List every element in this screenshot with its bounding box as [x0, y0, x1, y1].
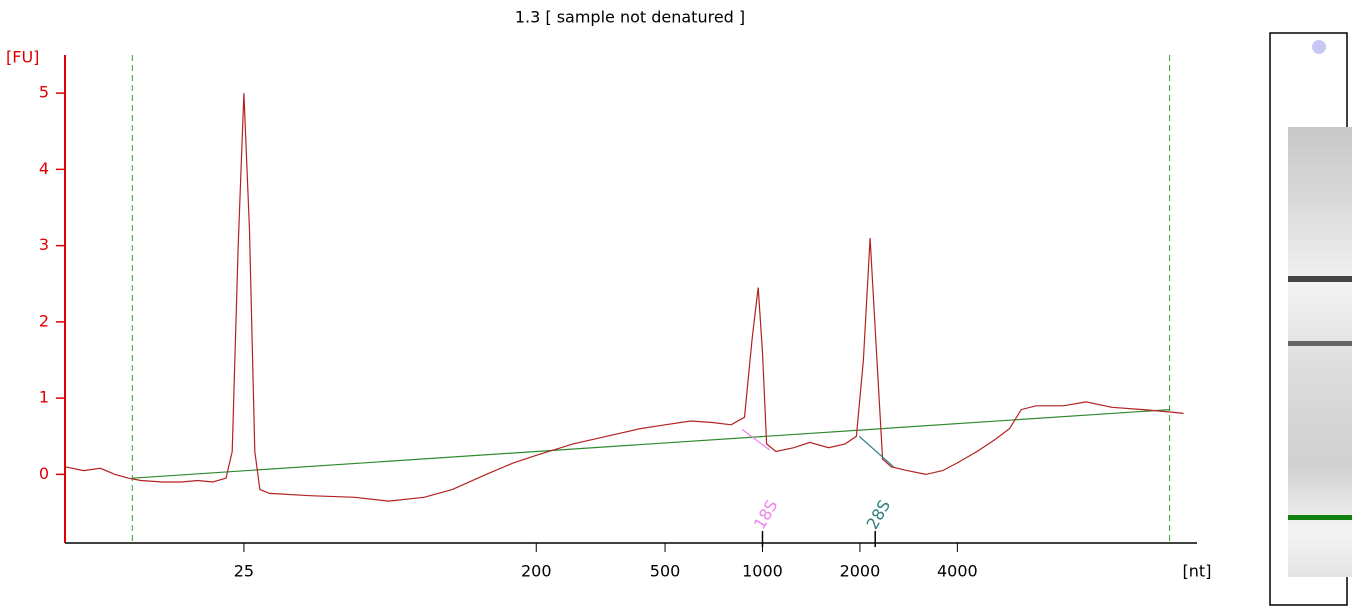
y-tick-label: 3 — [39, 235, 49, 254]
gel-lane — [1269, 32, 1352, 606]
y-tick-label: 2 — [39, 311, 49, 330]
x-tick-label: 1000 — [742, 562, 783, 581]
x-tick-label: 200 — [521, 562, 552, 581]
x-tick-label: 25 — [234, 562, 254, 581]
gel-marker-band — [1288, 515, 1352, 520]
y-tick-label: 5 — [39, 83, 49, 102]
gel-band — [1288, 341, 1352, 346]
x-tick-label: 4000 — [937, 562, 978, 581]
gel-band — [1288, 276, 1352, 282]
peak-segment — [858, 435, 894, 468]
x-tick-label: 2000 — [840, 562, 881, 581]
marker-label: 28S — [863, 497, 895, 533]
y-tick-label: 1 — [39, 388, 49, 407]
trace — [64, 93, 1184, 502]
gel-well — [1312, 40, 1326, 54]
gel-smear — [1288, 127, 1352, 577]
baseline — [132, 409, 1170, 479]
y-tick-label: 0 — [39, 464, 49, 483]
chart-title: 1.3 [ sample not denatured ] — [515, 8, 745, 27]
marker-label: 18S — [750, 497, 782, 533]
peak-segment — [741, 428, 771, 451]
x-axis-label: [nt] — [1183, 562, 1212, 581]
y-tick-label: 4 — [39, 159, 49, 178]
y-axis-label: [FU] — [6, 48, 39, 67]
x-tick-label: 500 — [650, 562, 681, 581]
